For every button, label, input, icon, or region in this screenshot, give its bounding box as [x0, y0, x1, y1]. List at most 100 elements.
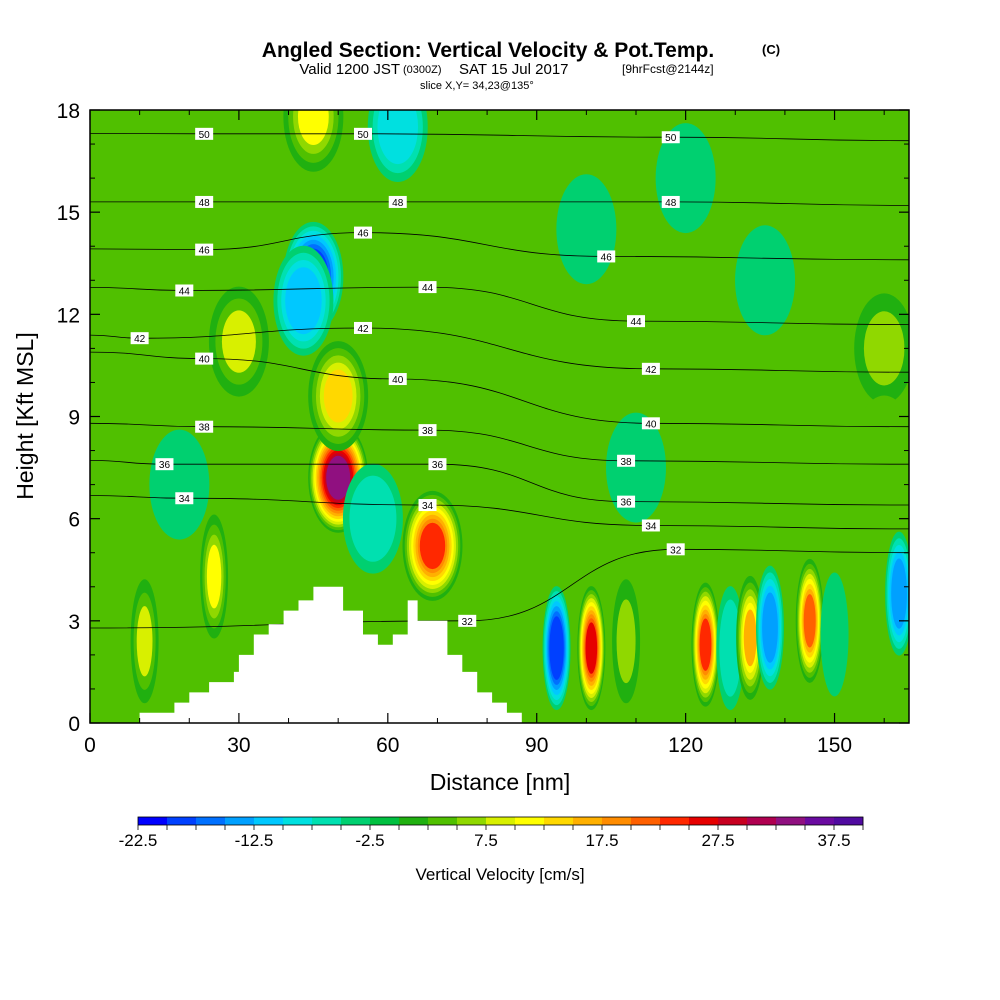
velocity-band	[722, 612, 739, 684]
velocity-band	[136, 606, 153, 677]
velocity-feature	[795, 558, 824, 683]
theta-contour-labels: 50 50 50 48 48 48 46 46 46 44 44 44 42 42 42 40 40 40 38 38…	[130, 127, 685, 628]
velocity-feature	[149, 429, 210, 540]
theta-contour-label: 36	[617, 495, 636, 509]
colorbar-swatch	[515, 817, 545, 825]
svg-text:48: 48	[665, 198, 677, 209]
x-tick-label: 150	[817, 734, 852, 757]
y-tick-label: 12	[57, 304, 80, 327]
velocity-band	[863, 311, 905, 386]
theta-contour-label: 44	[627, 315, 645, 328]
colorbar-tick-label: -22.5	[119, 831, 158, 850]
velocity-band	[206, 544, 222, 609]
velocity-feature	[735, 225, 796, 336]
theta-contour-label: 32	[666, 543, 685, 556]
y-tick-label: 9	[68, 407, 80, 430]
svg-text:36: 36	[432, 460, 444, 471]
velocity-band	[743, 609, 757, 667]
velocity-band	[355, 487, 390, 550]
theta-contour-label: 34	[175, 492, 194, 505]
y-tick-label: 3	[68, 611, 80, 634]
colorbar-swatch	[167, 817, 197, 825]
theta-contour-label: 38	[418, 424, 437, 437]
y-axis-label: Height [Kft MSL]	[12, 332, 38, 499]
colorbar-swatch	[370, 817, 400, 825]
velocity-feature	[542, 586, 571, 711]
svg-text:46: 46	[601, 252, 613, 263]
velocity-feature	[342, 463, 403, 574]
colorbar-swatch	[283, 817, 313, 825]
plot-area: 50 50 50 48 48 48 46 46 46 44 44 44 42 42 42 40 40 40 38 38…	[57, 100, 910, 757]
svg-text:48: 48	[392, 198, 404, 209]
velocity-feature	[820, 572, 849, 697]
theta-contour-label: 50	[661, 131, 680, 144]
velocity-feature	[200, 514, 229, 639]
theta-contour-label: 44	[175, 284, 194, 297]
velocity-band	[221, 310, 256, 373]
theta-contour-label: 48	[195, 195, 214, 209]
velocity-band	[382, 110, 414, 156]
colorbar-swatch	[805, 817, 835, 825]
colorbar-tick-label: 17.5	[585, 831, 618, 850]
colorbar-tick-label: -2.5	[355, 831, 384, 850]
svg-text:42: 42	[645, 365, 657, 376]
velocity-feature	[283, 110, 344, 172]
velocity-band	[854, 395, 909, 506]
chart-title-copyright: (C)	[762, 42, 780, 57]
svg-text:36: 36	[159, 460, 171, 471]
colorbar: -22.5 -12.5 -2.5 7.5 17.5 27.5 37.5	[119, 816, 864, 850]
velocity-band	[803, 594, 816, 648]
velocity-feature	[402, 490, 463, 601]
theta-contour-label: 36	[155, 458, 174, 471]
theta-contour-label: 42	[641, 362, 660, 376]
terrain-mask	[90, 586, 909, 723]
x-tick-label: 120	[668, 734, 703, 757]
svg-text:36: 36	[621, 498, 633, 509]
colorbar-swatch	[225, 817, 255, 825]
theta-contour-label: 40	[641, 417, 660, 430]
svg-text:40: 40	[645, 419, 657, 430]
colorbar-swatch	[544, 817, 574, 825]
colorbar-swatch	[312, 817, 342, 825]
velocity-band	[763, 599, 777, 657]
velocity-feature	[577, 586, 606, 711]
velocity-band	[550, 621, 563, 675]
theta-contour-line	[90, 133, 909, 142]
svg-text:38: 38	[199, 423, 211, 434]
colorbar-swatch	[254, 817, 284, 825]
colorbar-frame	[137, 816, 864, 826]
x-tick-label: 30	[227, 734, 250, 757]
y-tick-label: 18	[57, 100, 80, 123]
vertical-velocity-field	[130, 110, 909, 711]
theta-contour-label: 46	[354, 226, 372, 240]
svg-text:44: 44	[179, 286, 191, 297]
velocity-feature	[716, 586, 745, 711]
colorbar-title: Vertical Velocity [cm/s]	[415, 865, 584, 884]
svg-text:38: 38	[621, 457, 633, 468]
svg-text:34: 34	[422, 501, 434, 512]
colorbar-swatch	[399, 817, 429, 825]
colorbar-swatch	[631, 817, 661, 825]
y-tick-label: 15	[57, 202, 80, 225]
velocity-feature	[756, 565, 785, 690]
colorbar-swatch	[718, 817, 748, 825]
colorbar-swatch	[776, 817, 806, 825]
theta-contour-label: 38	[195, 420, 214, 434]
theta-contour-label: 50	[354, 127, 372, 141]
theta-contour-label: 48	[388, 195, 407, 209]
svg-text:48: 48	[199, 198, 211, 209]
svg-text:44: 44	[630, 317, 642, 328]
colorbar-swatch	[138, 817, 168, 825]
colorbar-swatch	[660, 817, 690, 825]
svg-text:50: 50	[357, 130, 369, 141]
velocity-band	[297, 110, 329, 146]
colorbar-swatch	[747, 817, 777, 825]
velocity-feature	[308, 341, 369, 452]
theta-contour-label: 48	[661, 195, 680, 209]
theta-contour-label: 36	[428, 458, 447, 471]
svg-text:32: 32	[462, 617, 474, 628]
x-axis-label: Distance [nm]	[430, 769, 571, 795]
theta-contour-line	[90, 201, 909, 206]
